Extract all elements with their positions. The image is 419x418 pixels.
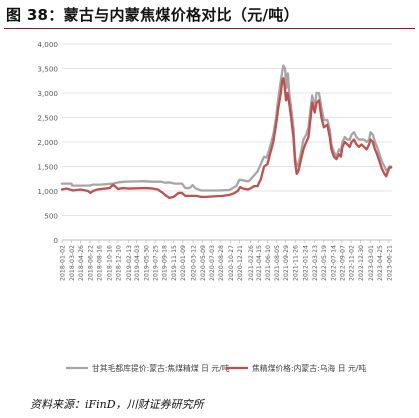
- y-tick-label: 500: [44, 212, 58, 221]
- y-gridlines: [62, 43, 392, 216]
- x-axis-tick-labels: 2018-01-02 2018-03-02 2018-04-26 2018-06-22…: [60, 245, 394, 281]
- y-tick-label: 1,500: [37, 163, 58, 172]
- x-tick-label: 2020-03-12: [191, 245, 198, 281]
- x-tick-label: 2023-04-25: [377, 245, 384, 281]
- legend-label: 甘其毛都库提价:蒙古:焦煤精煤 日 元/吨: [92, 363, 230, 373]
- x-tick-label: 2021-04-15: [256, 245, 263, 281]
- x-tick-label: 2023-06-21: [386, 245, 393, 281]
- title-divider: [4, 28, 415, 29]
- x-tick-label: 2019-02-13: [126, 245, 133, 281]
- x-tick-label: 2018-03-02: [69, 245, 76, 281]
- x-tick-label: 2018-06-22: [88, 245, 95, 281]
- line-chart: 05001,0001,5002,0002,5003,0003,5004,000 …: [37, 40, 394, 373]
- series-line-mongolia: [60, 64, 393, 192]
- x-tick-label: 2021-11-26: [293, 245, 300, 281]
- x-tick-label: 2019-04-03: [134, 245, 141, 281]
- y-tick-label: 3,500: [37, 65, 58, 74]
- x-tick-label: 2018-10-16: [107, 245, 114, 281]
- series-line-wuhai: [60, 77, 393, 200]
- y-tick-label: 0: [53, 236, 58, 245]
- y-tick-label: 1,000: [37, 187, 58, 196]
- y-tick-label: 3,000: [37, 89, 58, 98]
- x-tick-label: 2019-07-25: [153, 245, 160, 281]
- x-tick-label: 2022-01-24: [302, 245, 309, 281]
- x-tick-label: 2021-06-10: [265, 245, 272, 281]
- x-tick-label: 2019-09-18: [162, 245, 169, 281]
- y-tick-label: 4,000: [37, 40, 58, 49]
- legend: 甘其毛都库提价:蒙古:焦煤精煤 日 元/吨 焦精煤价格:内蒙古:乌海 日 元/吨: [66, 363, 366, 373]
- x-tick-label: 2018-01-02: [60, 245, 67, 281]
- x-tick-label: 2020-08-28: [218, 245, 225, 281]
- x-tick-label: 2023-03-01: [368, 245, 375, 281]
- source-note: 资料来源：iFinD，川财证券研究所: [30, 398, 204, 411]
- x-tick-label: 2018-12-10: [116, 245, 123, 281]
- y-tick-label: 2,500: [37, 114, 58, 123]
- x-tick-label: 2020-01-09: [180, 245, 187, 281]
- y-tick-label: 2,000: [37, 138, 58, 147]
- x-tick-label: 2020-05-09: [200, 245, 207, 281]
- x-tick-label: 2020-12-21: [237, 245, 244, 281]
- legend-label: 焦精煤价格:内蒙古:乌海 日 元/吨: [252, 363, 366, 373]
- x-tick-label: 2021-09-29: [283, 245, 290, 281]
- x-tick-label: 2022-03-23: [312, 245, 319, 281]
- x-tick-label: 2021-02-26: [248, 245, 255, 281]
- x-tick-label: 2020-07-03: [209, 245, 216, 281]
- x-tick-label: 2019-05-30: [144, 245, 151, 281]
- x-tick-label: 2020-10-27: [228, 245, 235, 281]
- axes: [61, 239, 392, 243]
- x-tick-label: 2022-12-30: [358, 245, 365, 281]
- x-tick-label: 2022-05-19: [321, 245, 328, 281]
- y-axis-tick-labels: 0 500 1,000 1,500 2,000 2,500 3,000 3,500 4,000: [37, 40, 58, 245]
- x-tick-label: 2022-11-02: [349, 245, 356, 281]
- x-tick-label: 2019-11-15: [171, 245, 178, 281]
- series-lines: [60, 64, 393, 200]
- x-tick-label: 2022-09-07: [339, 245, 346, 281]
- x-tick-label: 2018-08-16: [97, 245, 104, 281]
- chart-title: 图 38：蒙古与内蒙焦煤价格对比（元/吨）: [6, 6, 299, 24]
- x-tick-label: 2021-08-05: [274, 245, 281, 281]
- x-tick-label: 2018-04-26: [78, 245, 85, 281]
- x-tick-label: 2022-07-14: [330, 245, 337, 281]
